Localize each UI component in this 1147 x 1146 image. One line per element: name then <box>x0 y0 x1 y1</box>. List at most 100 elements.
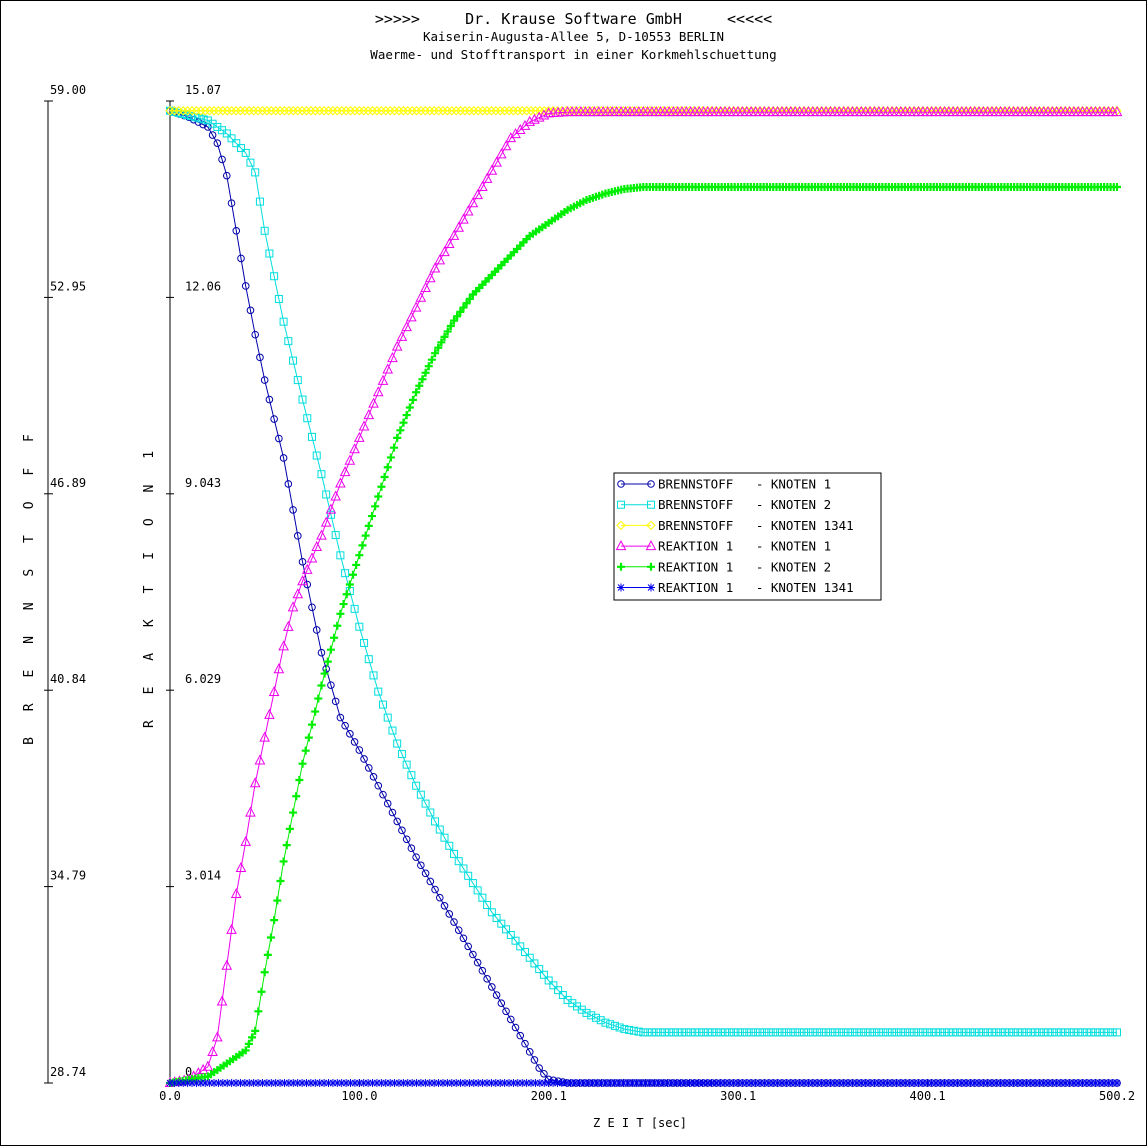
series-2-point <box>1095 1028 1104 1037</box>
legend-label: REAKTION 1 - KNOTEN 1 <box>658 539 831 554</box>
series-2-point <box>883 1028 892 1037</box>
series-4-point <box>339 466 351 477</box>
series-2-point <box>656 1028 665 1037</box>
series-5-point <box>270 916 279 925</box>
series-4-point <box>235 861 247 872</box>
series-4-point <box>240 835 252 846</box>
series-1-point <box>284 480 293 488</box>
series-1-point <box>473 958 482 967</box>
legend-marker <box>617 500 625 509</box>
series-5-point <box>333 621 342 630</box>
series-3-point <box>389 106 400 116</box>
series-6-point <box>1069 1079 1078 1087</box>
x-tick-label: 400.1 <box>910 1089 946 1103</box>
series-6-point <box>474 1079 483 1087</box>
series-3-point <box>310 106 321 116</box>
series-5-point <box>367 512 376 521</box>
series-2-point <box>492 913 501 922</box>
legend-label: BRENNSTOFF - KNOTEN 1 <box>658 477 831 492</box>
series-2-point <box>431 817 440 826</box>
series-6-point <box>205 1079 214 1087</box>
series-3-point <box>279 106 290 116</box>
series-6-point <box>751 1079 760 1087</box>
series-6-point <box>276 1079 285 1087</box>
series-2-point <box>615 1023 624 1032</box>
series-3-point <box>495 106 505 116</box>
series-4-point <box>391 340 403 351</box>
series-6-point <box>227 1079 236 1087</box>
series-4-point <box>529 113 540 124</box>
series-5-point <box>352 560 361 569</box>
series-1-point <box>289 506 297 514</box>
series-2-point <box>1082 1028 1091 1037</box>
series-6-point <box>992 1079 1001 1087</box>
series-4-point <box>472 189 483 200</box>
series-3-point <box>297 106 307 116</box>
series-4-point <box>221 959 233 970</box>
series-3-point <box>543 106 554 116</box>
series-3-point <box>464 106 475 116</box>
series-2-point <box>936 1028 945 1037</box>
series-4-point <box>429 262 441 273</box>
series-1-point <box>535 1064 543 1072</box>
series-2-point <box>298 395 307 404</box>
series-6-point <box>280 1079 289 1087</box>
series-3-point <box>372 106 382 116</box>
series-2-point <box>195 114 204 123</box>
series-6-point <box>487 1079 496 1087</box>
series-4-point <box>197 1063 209 1074</box>
series-4-point <box>495 148 507 159</box>
series-2-point <box>905 1028 914 1037</box>
series-2-point <box>511 936 520 945</box>
series-6-point <box>822 1079 831 1087</box>
series-1-point <box>341 721 349 730</box>
series-5-point <box>374 492 383 501</box>
series-2-point <box>407 771 416 780</box>
series-6-point <box>817 1079 826 1087</box>
series-2-point <box>251 168 260 177</box>
series-4-point <box>491 156 502 167</box>
series-2-point <box>901 1028 910 1037</box>
legend-marker <box>647 583 655 592</box>
series-6-point <box>284 1079 293 1087</box>
series-6-point <box>773 1079 782 1087</box>
series-4-point <box>273 663 285 674</box>
series-3-point <box>367 106 378 116</box>
series-3-point <box>526 106 536 116</box>
series-3-point <box>499 106 510 116</box>
series-3-point <box>455 106 466 116</box>
series-6-point <box>170 1079 179 1087</box>
series-2-point <box>848 1028 857 1037</box>
series-6-point <box>438 1079 447 1087</box>
series-2-point <box>639 1028 648 1037</box>
legend-marker <box>615 540 627 551</box>
series-2-point <box>416 790 425 799</box>
series-6-point <box>588 1079 597 1087</box>
series-6-point <box>337 1079 346 1087</box>
series-2-point <box>962 1028 971 1037</box>
series-1-point <box>421 869 430 878</box>
series-6-point <box>923 1079 932 1087</box>
series-5-point <box>399 418 408 427</box>
series-6-point <box>562 1079 571 1087</box>
series-5-point <box>289 808 298 817</box>
series-3-point <box>385 106 395 116</box>
series-3-point <box>407 106 417 116</box>
series-2-point <box>241 148 250 157</box>
series-6-point <box>557 1079 566 1087</box>
series-1-point <box>270 415 278 423</box>
series-3-point <box>376 106 387 116</box>
series-2-point <box>307 432 316 441</box>
series-1-point <box>256 353 264 362</box>
series-4-point <box>226 923 237 934</box>
series-2-point <box>844 1028 853 1037</box>
series-3-point <box>451 106 461 116</box>
legend-marker <box>617 480 625 488</box>
series-6-point <box>896 1079 905 1087</box>
series-1-point <box>374 781 383 790</box>
series-5-point <box>456 307 465 316</box>
series-2-point <box>525 953 534 962</box>
series-2-point <box>826 1028 835 1037</box>
series-5-point <box>361 531 370 540</box>
series-2-point <box>1069 1028 1078 1037</box>
